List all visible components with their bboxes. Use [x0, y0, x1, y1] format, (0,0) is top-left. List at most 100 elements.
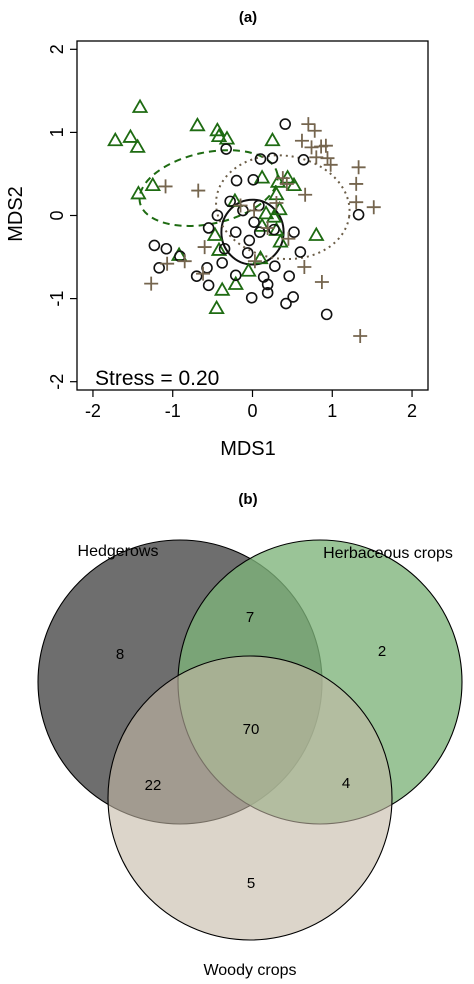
- triangle-point: [131, 98, 149, 113]
- circle-point: [230, 174, 243, 187]
- circle-point: [254, 153, 267, 165]
- plus-point: [281, 231, 296, 246]
- circle-point: [261, 286, 274, 299]
- mds-scatter-panel: (a) -2 -1 0 1 2 -2 -1 0 1 2 Stress = 0.20 MDS1 MD…: [5, 9, 429, 460]
- circle-point: [294, 246, 307, 258]
- x-tick-label: 0: [247, 401, 257, 421]
- circle-point: [160, 242, 173, 255]
- venn-count-hedgerows-woody: 22: [145, 777, 162, 794]
- triangle-point: [252, 249, 269, 265]
- triangle-point: [227, 275, 244, 290]
- plus-point: [233, 198, 248, 213]
- circle-point: [202, 279, 215, 292]
- plus-point: [247, 203, 262, 218]
- circle-point: [261, 278, 274, 291]
- triangle-point: [213, 281, 231, 296]
- venn-count-herbaceous-woody: 4: [342, 775, 350, 792]
- plus-point: [323, 157, 338, 172]
- plus-point: [247, 254, 262, 269]
- circle-point: [268, 223, 280, 236]
- triangle-point: [253, 169, 271, 184]
- circle-point: [247, 173, 260, 186]
- plus-point: [353, 328, 368, 343]
- herbaceous-crop-group-ellipse: [215, 154, 351, 261]
- plus-point: [366, 200, 381, 215]
- plus-point: [177, 254, 192, 269]
- venn-count-hedgerows-only: 8: [116, 646, 124, 663]
- triangle-point: [144, 176, 161, 192]
- circle-point: [218, 242, 231, 255]
- circle-point: [220, 143, 232, 155]
- plus-point: [260, 220, 275, 235]
- triangle-point: [210, 127, 228, 143]
- plus-point: [349, 195, 364, 210]
- circle-point: [269, 260, 281, 272]
- ellipse-layer: [138, 149, 351, 266]
- venn-set-label-hedgerows: Hedgerows: [78, 543, 159, 560]
- triangle-point: [209, 121, 226, 137]
- y-tick-label: 1: [47, 127, 67, 137]
- triangle-point: [206, 226, 224, 241]
- x-axis-title: MDS1: [220, 438, 276, 460]
- circle-point: [190, 270, 203, 282]
- circle-point: [266, 152, 279, 164]
- plus-point: [320, 151, 335, 166]
- circle-point: [211, 209, 224, 222]
- plus-point: [197, 240, 212, 255]
- venn-set-label-woody-crops: Woody crops: [203, 962, 296, 979]
- triangle-point: [130, 185, 147, 200]
- plus-point: [297, 260, 312, 275]
- circle-point: [245, 291, 258, 304]
- plus-point: [314, 274, 329, 289]
- x-tick-label: 1: [327, 401, 337, 421]
- hedgerow-group-ellipse: [138, 149, 279, 227]
- plus-point: [196, 266, 211, 281]
- plus-point: [301, 117, 316, 132]
- circle-point: [279, 118, 292, 130]
- circle-point: [202, 222, 215, 234]
- plus-point: [160, 256, 175, 271]
- stress-annotation: Stress = 0.20: [95, 367, 219, 390]
- triangle-point: [264, 131, 281, 147]
- plus-point: [298, 187, 313, 202]
- plus-point: [144, 276, 159, 291]
- venn-circle-woody-crops: [107, 655, 393, 941]
- venn-count-herbaceous-only: 2: [378, 643, 386, 660]
- y-tick-label: -1: [47, 291, 67, 307]
- triangle-point: [107, 131, 124, 147]
- triangle-point: [189, 116, 206, 132]
- plus-point: [158, 179, 173, 194]
- x-tick-label: -2: [85, 401, 101, 421]
- circle-point: [287, 291, 299, 303]
- axis-ticks: -2 -1 0 1 2 -2 -1 0 1 2: [47, 44, 417, 421]
- woody-crop-group-ellipse: [220, 198, 285, 266]
- triangle-point: [122, 128, 139, 143]
- plus-point: [294, 133, 309, 148]
- plus-point: [275, 171, 290, 186]
- y-tick-label: -2: [47, 374, 67, 390]
- triangle-point: [308, 226, 325, 241]
- plus-point: [351, 160, 366, 175]
- circle-point: [153, 262, 165, 274]
- triangle-point: [210, 241, 228, 256]
- venn-count-woody-only: 5: [247, 875, 255, 892]
- triangle-point: [129, 138, 146, 153]
- circle-point: [229, 226, 242, 238]
- panel-a-label: (a): [239, 9, 257, 26]
- circle-point: [283, 270, 295, 282]
- y-tick-label: 2: [47, 44, 67, 54]
- plus-point: [307, 123, 322, 138]
- circle-point: [243, 234, 256, 247]
- x-tick-label: -1: [165, 401, 181, 421]
- circle-point: [229, 269, 242, 282]
- triangle-point: [272, 233, 289, 248]
- circle-point: [253, 226, 266, 238]
- circle-point: [148, 239, 161, 252]
- venn-diagram-panel: (b) Hedgerows Herbaceous crops Woody cro…: [37, 491, 463, 979]
- circle-point: [224, 195, 236, 208]
- triangle-point: [240, 262, 257, 277]
- panel-b-label: (b): [238, 491, 257, 508]
- x-tick-label: 2: [407, 401, 417, 421]
- triangle-point: [257, 205, 275, 220]
